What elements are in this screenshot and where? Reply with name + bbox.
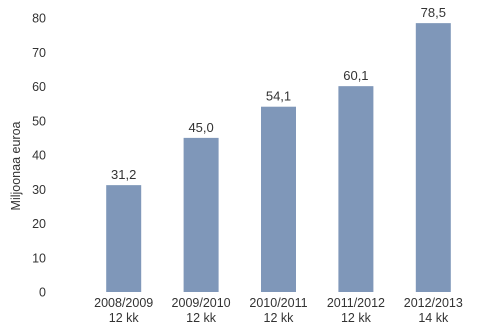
y-tick-label: 30 — [32, 183, 46, 197]
y-tick-label: 10 — [32, 251, 46, 265]
y-tick-label: 0 — [39, 286, 46, 300]
category-label: 2012/2013 — [404, 296, 463, 310]
bar — [261, 106, 296, 293]
category-label: 2011/2012 — [327, 296, 385, 310]
y-tick-label: 80 — [32, 12, 46, 26]
category-label: 12 kk — [186, 311, 217, 325]
data-labels: 31,2 45,0 54,1 60,1 78,5 — [111, 5, 446, 182]
category-label: 2010/2011 — [249, 296, 307, 310]
bar — [106, 185, 142, 292]
y-tick-label: 40 — [32, 149, 46, 163]
y-axis-ticks: 0 10 20 30 40 50 60 70 80 — [32, 12, 46, 300]
category-label: 14 kk — [418, 311, 449, 325]
data-label: 54,1 — [266, 89, 291, 104]
y-axis-title: Miljoonaa euroa — [9, 121, 23, 210]
y-tick-label: 50 — [32, 114, 46, 128]
y-tick-label: 60 — [32, 80, 46, 94]
bar — [338, 86, 374, 292]
y-tick-label: 70 — [32, 46, 46, 60]
category-label: 2008/2009 — [94, 296, 153, 310]
category-label: 12 kk — [264, 311, 295, 325]
data-label: 45,0 — [188, 120, 213, 135]
data-label: 60,1 — [343, 68, 368, 83]
data-label: 78,5 — [421, 5, 446, 20]
data-label: 31,2 — [111, 167, 136, 182]
category-label: 12 kk — [109, 311, 140, 325]
bar — [415, 23, 451, 292]
category-label: 2009/2010 — [172, 296, 231, 310]
bar — [183, 137, 219, 292]
category-label: 12 kk — [341, 311, 372, 325]
bars — [106, 23, 451, 293]
y-tick-label: 20 — [32, 217, 46, 231]
